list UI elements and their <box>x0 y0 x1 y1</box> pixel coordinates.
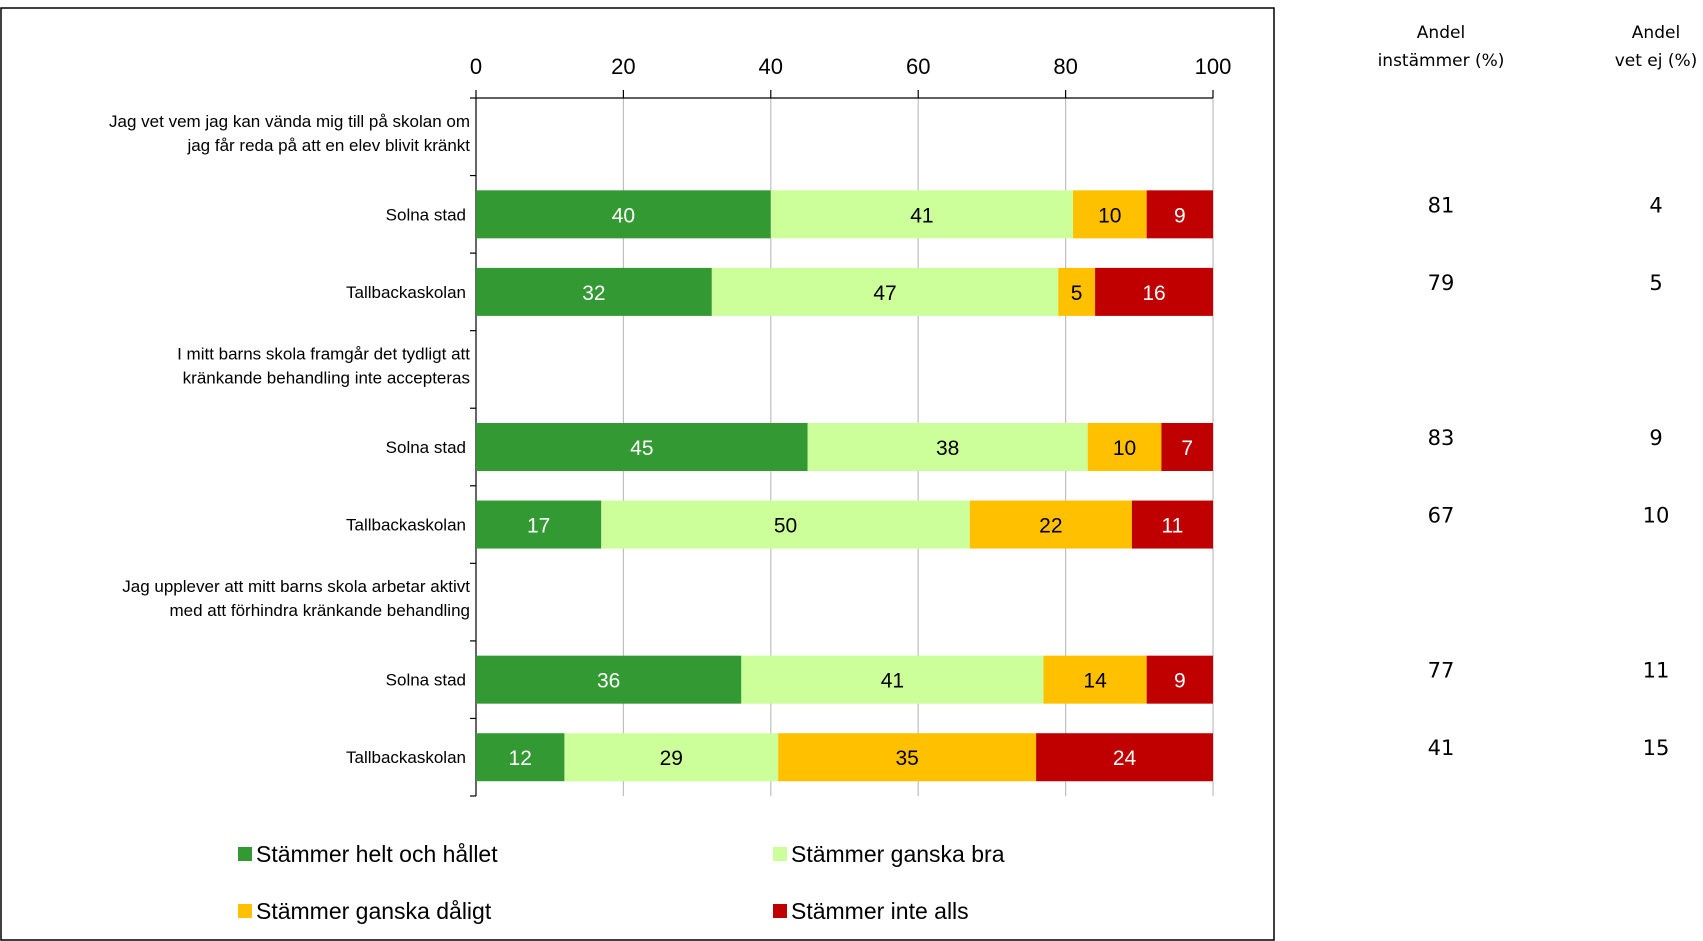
bar-value-label: 10 <box>1113 437 1136 460</box>
bar-value-label: 22 <box>1039 515 1062 538</box>
x-tick-label: 80 <box>1053 54 1077 79</box>
bar-segment <box>476 733 565 782</box>
bar-segment <box>969 500 1132 549</box>
andel-vet-ej-value: 9 <box>1649 426 1662 450</box>
bar-value-label: 17 <box>527 515 550 538</box>
bar-segment <box>476 500 602 549</box>
bar-segment <box>770 190 1073 239</box>
bar-segment <box>1043 655 1147 704</box>
row-label: Tallbackaskolan <box>346 748 466 767</box>
bar-segment <box>601 500 970 549</box>
bar-value-label: 9 <box>1174 670 1186 693</box>
bar-segment <box>476 423 808 471</box>
bar-segment <box>1087 423 1162 471</box>
row-label: Tallbackaskolan <box>346 516 466 535</box>
bar-value-label: 32 <box>582 282 605 305</box>
row-label: Solna stad <box>386 205 466 224</box>
bar-value-label: 24 <box>1113 747 1137 770</box>
bar-value-label: 16 <box>1142 282 1165 305</box>
bar-segment <box>1095 267 1213 316</box>
x-tick-label: 40 <box>759 54 783 79</box>
bar-value-label: 41 <box>881 670 904 693</box>
andel-instammer-value: 41 <box>1428 736 1455 760</box>
bar-segment <box>711 267 1059 316</box>
bars <box>476 190 1213 782</box>
bar-value-label: 38 <box>936 437 959 460</box>
bar-segment <box>476 655 742 704</box>
group-title: I mitt barns skola framgår det tydligt a… <box>177 344 470 363</box>
legend-swatch <box>773 847 787 861</box>
side-column-header: Andel <box>1632 23 1680 43</box>
bar-segment <box>778 733 1037 782</box>
bar-segment <box>476 267 712 316</box>
side-column-header: Andel <box>1417 23 1465 43</box>
bar-value-label: 40 <box>612 204 635 227</box>
bar-value-label: 14 <box>1083 670 1107 693</box>
chart-frame <box>0 7 1275 941</box>
legend-swatch <box>773 904 787 918</box>
bar-value-label: 9 <box>1174 204 1186 227</box>
side-column-header: instämmer (%) <box>1378 51 1505 71</box>
legend-swatch <box>238 847 252 861</box>
bar-value-label: 11 <box>1162 515 1184 538</box>
bar-segment <box>741 655 1044 704</box>
row-label: Solna stad <box>386 438 466 457</box>
bar-segment <box>1161 423 1213 471</box>
andel-vet-ej-value: 15 <box>1643 736 1670 760</box>
legend-label: Stämmer helt och hållet <box>256 841 498 867</box>
bar-value-label: 45 <box>630 437 653 460</box>
bar-segment <box>1131 500 1213 549</box>
x-tick-label: 60 <box>906 54 930 79</box>
side-column-header: vet ej (%) <box>1615 51 1698 71</box>
bar-segment <box>1146 655 1213 704</box>
bar-segment <box>476 190 771 239</box>
bar-value-label: 12 <box>509 747 532 770</box>
group-title: kränkande behandling inte accepteras <box>183 368 470 387</box>
andel-instammer-value: 77 <box>1428 659 1455 683</box>
x-tick-label: 20 <box>611 54 635 79</box>
x-tick-label: 0 <box>470 54 482 79</box>
side-columns: 81 4 79 5 83 9 67 10 77 11 41 15 Andel instämmer (%) A… <box>1378 23 1698 760</box>
group-title: jag får reda på att en elev blivit kränk… <box>186 136 470 155</box>
bar-value-label: 47 <box>873 282 896 305</box>
x-tick-label: 100 <box>1195 54 1232 79</box>
legend: Stämmer helt och hållet Stämmer ganska br… <box>238 841 1005 924</box>
andel-vet-ej-value: 4 <box>1649 193 1662 217</box>
bar-value-label: 50 <box>774 515 797 538</box>
bar-value-label: 41 <box>910 204 933 227</box>
bar-segment <box>564 733 779 782</box>
labels: 0 20 40 60 80 100 Jag vet vem jag kan vända mi… <box>109 54 1231 770</box>
andel-instammer-value: 79 <box>1428 271 1455 295</box>
bar-value-label: 5 <box>1071 282 1083 305</box>
andel-instammer-value: 83 <box>1428 426 1455 450</box>
andel-vet-ej-value: 10 <box>1643 504 1670 528</box>
andel-instammer-value: 81 <box>1428 193 1455 217</box>
legend-label: Stämmer ganska dåligt <box>256 898 492 924</box>
bar-segment <box>1072 190 1147 239</box>
row-label: Solna stad <box>386 671 466 690</box>
group-title: med att förhindra kränkande behandling <box>169 601 470 620</box>
bar-value-label: 7 <box>1181 437 1193 460</box>
bar-value-label: 35 <box>895 747 918 770</box>
bar-segment <box>807 423 1088 471</box>
group-title: Jag vet vem jag kan vända mig till på sk… <box>109 112 470 131</box>
bar-value-label: 36 <box>597 670 620 693</box>
bar-value-label: 29 <box>660 747 683 770</box>
bar-segment <box>1036 733 1213 782</box>
andel-vet-ej-value: 5 <box>1649 271 1662 295</box>
legend-swatch <box>238 904 252 918</box>
bar-segment <box>1146 190 1213 239</box>
legend-label: Stämmer ganska bra <box>791 841 1005 867</box>
group-title: Jag upplever att mitt barns skola arbeta… <box>122 577 470 596</box>
andel-vet-ej-value: 11 <box>1643 659 1670 683</box>
legend-label: Stämmer inte alls <box>791 898 969 924</box>
row-label: Tallbackaskolan <box>346 283 466 302</box>
bar-value-label: 10 <box>1098 204 1121 227</box>
andel-instammer-value: 67 <box>1428 504 1455 528</box>
bar-segment <box>1058 267 1096 316</box>
